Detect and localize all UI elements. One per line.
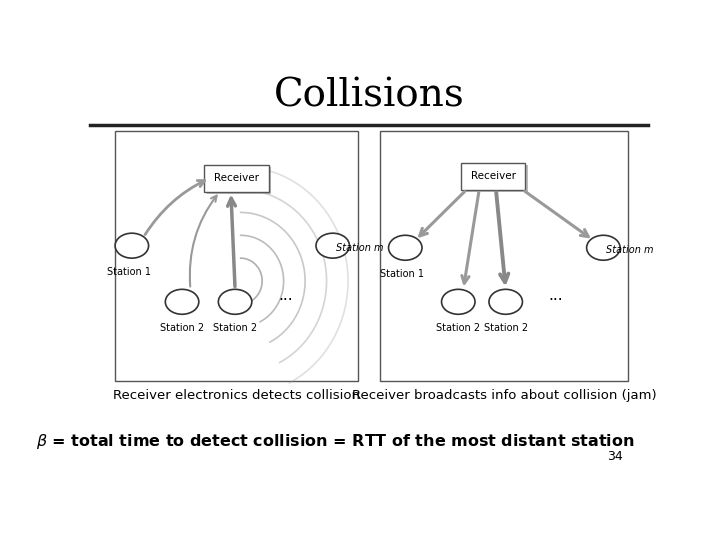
Text: Station 2: Station 2 xyxy=(436,323,480,333)
Circle shape xyxy=(587,235,620,260)
Text: Station m: Station m xyxy=(336,243,383,253)
Text: Station 2: Station 2 xyxy=(484,323,528,333)
Text: 34: 34 xyxy=(607,450,623,463)
Bar xyxy=(461,163,526,190)
Bar xyxy=(204,165,269,192)
Text: Station 1: Station 1 xyxy=(380,269,425,279)
Circle shape xyxy=(489,289,523,314)
Bar xyxy=(380,131,629,381)
Bar xyxy=(464,165,528,192)
Bar xyxy=(115,131,358,381)
Circle shape xyxy=(441,289,475,314)
Text: Receiver electronics detects collision: Receiver electronics detects collision xyxy=(113,389,360,402)
Text: ···: ··· xyxy=(549,293,563,308)
Text: Station 2: Station 2 xyxy=(160,323,204,333)
Text: ···: ··· xyxy=(278,293,292,308)
Circle shape xyxy=(389,235,422,260)
Text: Collisions: Collisions xyxy=(274,77,464,114)
Circle shape xyxy=(166,289,199,314)
Circle shape xyxy=(218,289,252,314)
Circle shape xyxy=(316,233,349,258)
Text: Station 2: Station 2 xyxy=(213,323,257,333)
Text: Station m: Station m xyxy=(606,245,654,255)
Text: $\beta$ = total time to detect collision = RTT of the most distant station: $\beta$ = total time to detect collision… xyxy=(36,431,635,450)
Bar xyxy=(207,167,271,194)
Text: Receiver: Receiver xyxy=(214,173,259,183)
Text: Receiver: Receiver xyxy=(471,171,516,181)
Circle shape xyxy=(115,233,148,258)
Text: Station 1: Station 1 xyxy=(107,267,151,278)
Text: Receiver broadcasts info about collision (jam): Receiver broadcasts info about collision… xyxy=(352,389,657,402)
